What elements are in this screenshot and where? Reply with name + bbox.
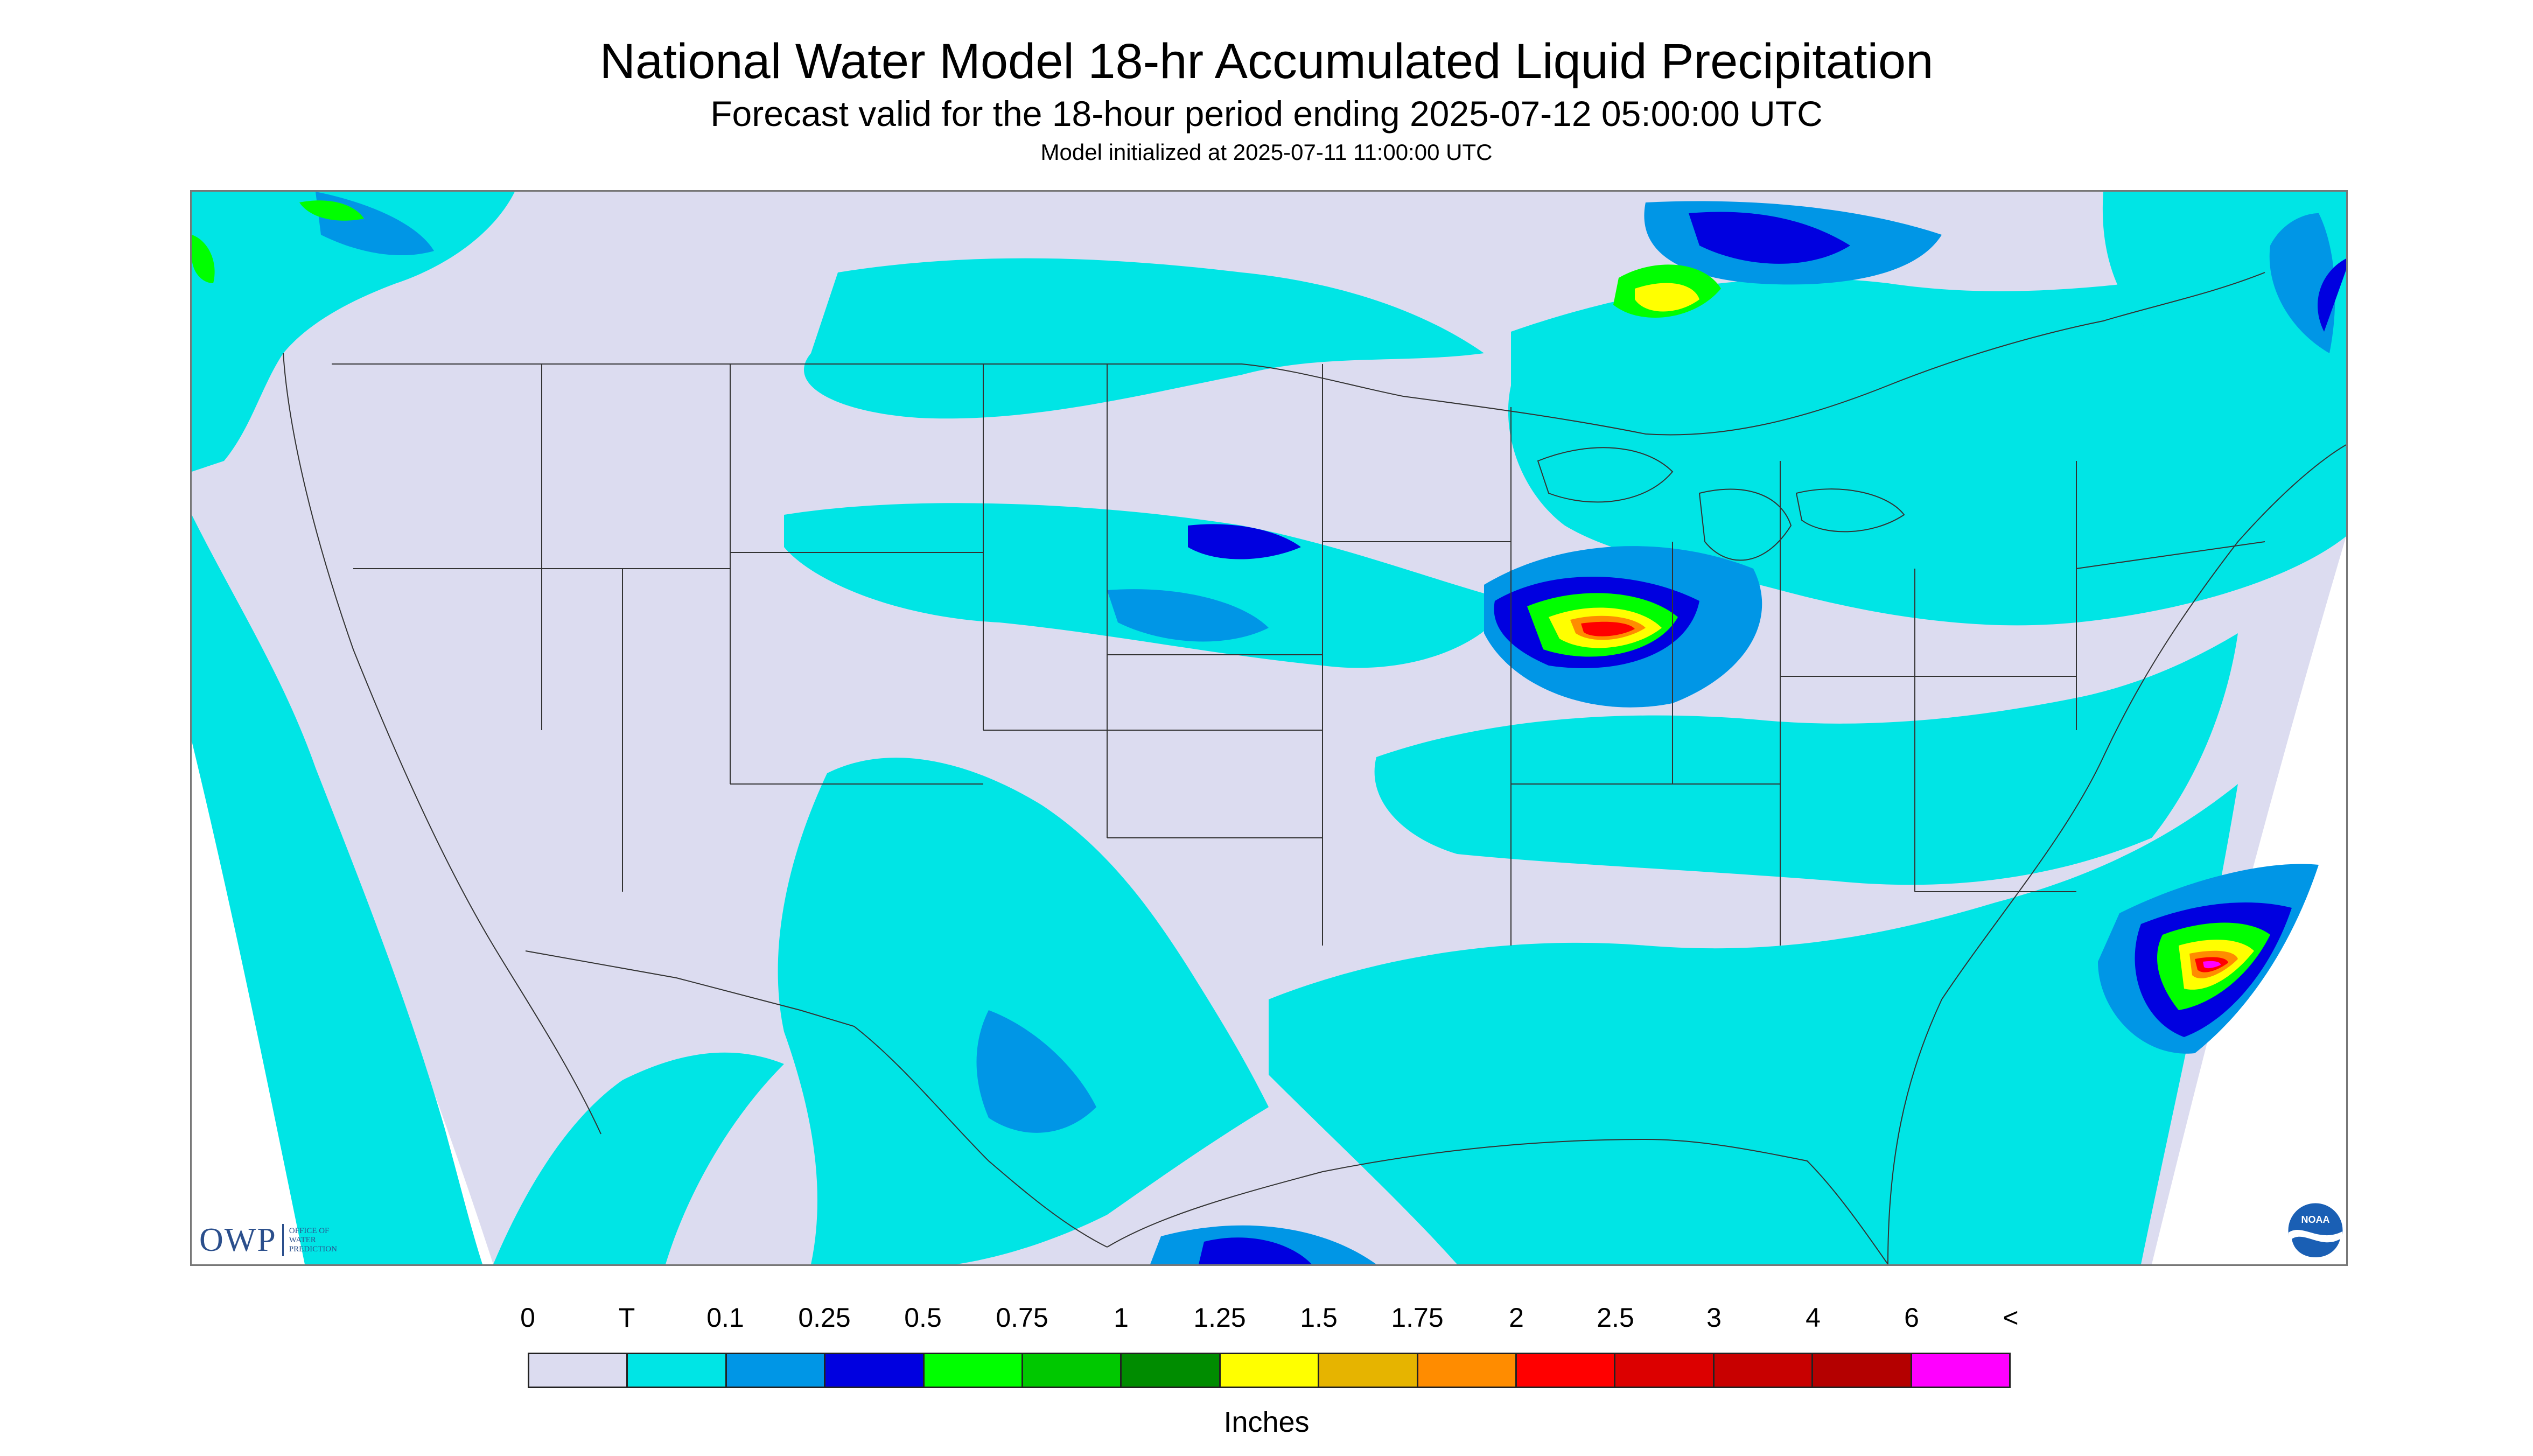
legend-swatch [529,1354,628,1387]
map-canvas [192,192,2346,1264]
owp-logo-mark: OWP [199,1222,277,1258]
owp-logo: OWP OFFICE OF WATER PREDICTION [199,1221,337,1259]
legend-labels: 0 T 0.1 0.25 0.5 0.75 1 1.25 1.5 1.75 2 … [0,1304,2533,1336]
legend-units: Inches [1223,1406,1310,1438]
legend-swatch [1220,1354,1320,1387]
legend-swatch [1813,1354,1912,1387]
legend-swatch [1418,1354,1517,1387]
legend-colorbar [528,1353,2011,1388]
owp-logo-divider [282,1224,284,1256]
legend-swatch [628,1354,727,1387]
noaa-seal-icon: NOAA [2286,1201,2345,1259]
legend-label-0: 0 [520,1303,535,1333]
legend-label-7: 1.25 [1193,1303,1246,1333]
us-canada-border [332,272,2265,436]
precipitation-map [190,190,2348,1266]
legend-label-2: 0.1 [706,1303,744,1333]
legend-label-8: 1.5 [1300,1303,1338,1333]
owp-logo-text: OFFICE OF WATER PREDICTION [289,1227,337,1254]
east-coastline [1887,444,2346,1264]
legend-label-14: 6 [1904,1303,1919,1333]
legend-swatch [1023,1354,1122,1387]
legend-swatch [1517,1354,1616,1387]
legend-label-6: 1 [1114,1303,1129,1333]
owp-logo-line-2: WATER [289,1235,316,1244]
west-coastline [283,353,601,1135]
legend-label-15: < [2003,1303,2019,1333]
model-init-time: Model initialized at 2025-07-11 11:00:00… [1040,139,1493,165]
precip-4 [2203,961,2221,969]
legend-label-12: 3 [1706,1303,1722,1333]
great-lakes [1537,447,1905,561]
owp-logo-line-3: PREDICTION [289,1244,337,1254]
legend-swatch [1319,1354,1418,1387]
owp-logo-line-1: OFFICE OF [289,1226,330,1235]
political-boundaries [283,272,2346,1264]
legend-label-10: 2 [1509,1303,1524,1333]
legend-swatch [726,1354,826,1387]
legend-label-5: 0.75 [996,1303,1048,1333]
legend-label-3: 0.25 [798,1303,851,1333]
noaa-seal-text: NOAA [2301,1214,2330,1225]
legend-swatch [1122,1354,1221,1387]
legend-label-11: 2.5 [1597,1303,1634,1333]
legend-label-4: 0.5 [904,1303,942,1333]
precip-trace [192,192,2346,1264]
map-subtitle: Forecast valid for the 18-hour period en… [710,94,1823,134]
gulf-coastline [1107,1138,1888,1264]
legend-label-13: 4 [1806,1303,1821,1333]
map-title: National Water Model 18-hr Accumulated L… [599,34,1934,89]
legend-swatch [1615,1354,1715,1387]
legend-label-1: T [618,1303,635,1333]
legend-swatch [924,1354,1024,1387]
legend-swatch [825,1354,925,1387]
legend-label-9: 1.75 [1391,1303,1444,1333]
us-mexico-border [525,950,1108,1248]
legend-swatch [1912,1354,2010,1387]
legend-swatch [1714,1354,1814,1387]
